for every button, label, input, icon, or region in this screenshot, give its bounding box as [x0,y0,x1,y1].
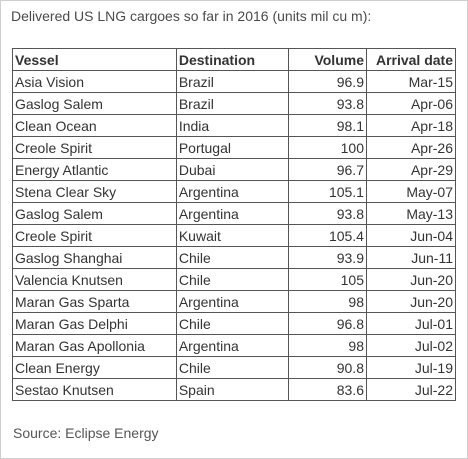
header-volume: Volume [288,48,367,71]
cell-volume: 98 [288,334,367,357]
cell-destination: Chile [175,246,290,269]
cell-destination: Chile [175,268,290,291]
table-row: Asia Vision Brazil 96.9 Mar-15 [12,70,457,93]
cell-volume: 105.4 [288,224,367,247]
cell-destination: Argentina [175,202,290,225]
cell-arrival-date: Jun-04 [365,224,457,247]
table-row: Creole Spirit Portugal 100 Apr-26 [12,136,457,159]
cell-vessel: Maran Gas Apollonia [12,334,177,357]
cell-arrival-date: Jun-20 [365,290,457,313]
cell-destination: Portugal [175,136,290,159]
source-note: Source: Eclipse Energy [13,425,159,441]
cell-vessel: Gaslog Salem [12,202,177,225]
cell-arrival-date: Apr-18 [365,114,457,137]
cell-destination: Spain [175,378,290,401]
header-row: Vessel Destination Volume Arrival date [12,48,457,71]
table-row: Gaslog Salem Argentina 93.8 May-13 [12,202,457,225]
cell-arrival-date: Jul-22 [365,378,457,401]
table-row: Clean Ocean India 98.1 Apr-18 [12,114,457,137]
cell-arrival-date: Apr-06 [365,92,457,115]
cell-vessel: Gaslog Salem [12,92,177,115]
cell-destination: Kuwait [175,224,290,247]
table-row: Gaslog Salem Brazil 93.8 Apr-06 [12,92,457,115]
cargo-table: Vessel Destination Volume Arrival date A… [12,48,457,401]
cell-volume: 105.1 [288,180,367,203]
cell-volume: 96.7 [288,158,367,181]
table-row: Maran Gas Delphi Chile 96.8 Jul-01 [12,312,457,335]
cell-arrival-date: Mar-15 [365,70,457,93]
cell-vessel: Clean Energy [12,356,177,379]
cell-vessel: Energy Atlantic [12,158,177,181]
cell-arrival-date: Apr-26 [365,136,457,159]
cell-vessel: Creole Spirit [12,224,177,247]
cell-vessel: Creole Spirit [12,136,177,159]
table-row: Energy Atlantic Dubai 96.7 Apr-29 [12,158,457,181]
table-row: Stena Clear Sky Argentina 105.1 May-07 [12,180,457,203]
cell-arrival-date: Jul-01 [365,312,457,335]
cell-destination: Chile [175,356,290,379]
table-row: Creole Spirit Kuwait 105.4 Jun-04 [12,224,457,247]
cell-arrival-date: May-07 [365,180,457,203]
cell-destination: India [175,114,290,137]
cell-destination: Brazil [175,70,290,93]
cell-volume: 93.8 [288,202,367,225]
cell-arrival-date: May-13 [365,202,457,225]
cell-arrival-date: Apr-29 [365,158,457,181]
cell-vessel: Sestao Knutsen [12,378,177,401]
table-title: Delivered US LNG cargoes so far in 2016 … [11,8,372,24]
cell-vessel: Clean Ocean [12,114,177,137]
header-vessel: Vessel [12,48,177,71]
table-row: Valencia Knutsen Chile 105 Jun-20 [12,268,457,291]
cell-volume: 100 [288,136,367,159]
cell-vessel: Valencia Knutsen [12,268,177,291]
cell-arrival-date: Jun-11 [365,246,457,269]
cell-vessel: Gaslog Shanghai [12,246,177,269]
cell-destination: Chile [175,312,290,335]
cell-arrival-date: Jul-02 [365,334,457,357]
cell-volume: 90.8 [288,356,367,379]
cell-volume: 93.9 [288,246,367,269]
cell-destination: Brazil [175,92,290,115]
table-row: Maran Gas Apollonia Argentina 98 Jul-02 [12,334,457,357]
cell-volume: 98.1 [288,114,367,137]
cell-volume: 96.8 [288,312,367,335]
cell-volume: 98 [288,290,367,313]
cell-vessel: Asia Vision [12,70,177,93]
cell-arrival-date: Jul-19 [365,356,457,379]
table-row: Clean Energy Chile 90.8 Jul-19 [12,356,457,379]
table-row: Gaslog Shanghai Chile 93.9 Jun-11 [12,246,457,269]
cell-volume: 93.8 [288,92,367,115]
cell-volume: 83.6 [288,378,367,401]
cell-arrival-date: Jun-20 [365,268,457,291]
cell-destination: Argentina [175,290,290,313]
cell-vessel: Maran Gas Delphi [12,312,177,335]
table-body: Asia Vision Brazil 96.9 Mar-15 Gaslog Salem B… [12,70,457,401]
header-arrival-date: Arrival date [365,48,457,71]
table-row: Maran Gas Sparta Argentina 98 Jun-20 [12,290,457,313]
header-destination: Destination [175,48,290,71]
cell-destination: Argentina [175,334,290,357]
cell-volume: 96.9 [288,70,367,93]
cell-vessel: Maran Gas Sparta [12,290,177,313]
cell-destination: Argentina [175,180,290,203]
cell-destination: Dubai [175,158,290,181]
cell-vessel: Stena Clear Sky [12,180,177,203]
cell-volume: 105 [288,268,367,291]
table-row: Sestao Knutsen Spain 83.6 Jul-22 [12,378,457,401]
